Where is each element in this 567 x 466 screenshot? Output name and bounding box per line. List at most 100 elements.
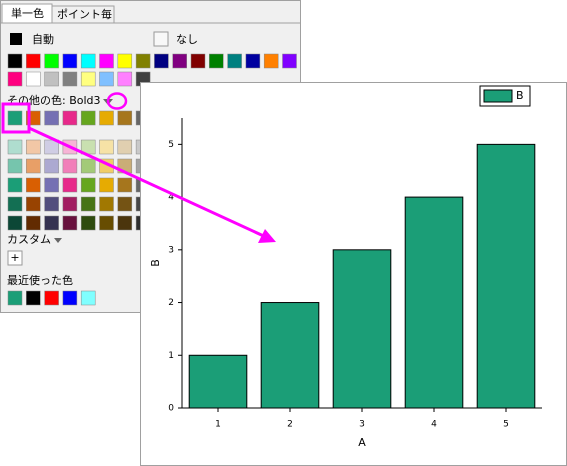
- swatch[interactable]: [44, 196, 59, 212]
- swatch[interactable]: [117, 53, 133, 69]
- y-tick-label: 4: [168, 193, 174, 203]
- swatch[interactable]: [26, 196, 41, 212]
- swatch[interactable]: [7, 53, 23, 69]
- swatch[interactable]: [99, 196, 114, 212]
- swatch[interactable]: [117, 196, 133, 212]
- swatch[interactable]: [154, 53, 169, 69]
- y-axis-title: B: [149, 259, 162, 267]
- swatch[interactable]: [44, 290, 59, 306]
- swatch[interactable]: [26, 177, 41, 193]
- swatch[interactable]: [117, 110, 133, 126]
- y-tick-label: 3: [168, 245, 174, 255]
- bar: [188, 354, 248, 409]
- x-tick-label: 1: [215, 420, 221, 430]
- swatch[interactable]: [7, 177, 23, 193]
- swatch[interactable]: [135, 53, 151, 69]
- arrow-line: [28, 126, 269, 240]
- swatch[interactable]: [117, 71, 133, 87]
- swatch[interactable]: [282, 53, 297, 69]
- none-swatch[interactable]: [153, 31, 169, 47]
- swatch[interactable]: [44, 71, 59, 87]
- swatch[interactable]: [117, 177, 133, 193]
- y-tick-label: 0: [168, 404, 174, 414]
- swatch[interactable]: [62, 196, 78, 212]
- swatch[interactable]: [7, 110, 23, 126]
- x-axis-title: A: [358, 436, 366, 449]
- swatch[interactable]: [26, 53, 41, 69]
- swatch[interactable]: [62, 71, 78, 87]
- swatch[interactable]: [80, 215, 96, 231]
- swatch[interactable]: [62, 53, 78, 69]
- swatch[interactable]: [26, 158, 41, 174]
- swatch[interactable]: [7, 139, 23, 155]
- swatch[interactable]: [99, 53, 114, 69]
- y-tick-label: 5: [168, 140, 174, 150]
- bar: [476, 143, 536, 409]
- swatch[interactable]: [44, 110, 59, 126]
- swatch[interactable]: [7, 290, 23, 306]
- legend-label: B: [516, 89, 524, 102]
- swatch[interactable]: [172, 53, 187, 69]
- swatch[interactable]: [7, 215, 23, 231]
- swatch[interactable]: [62, 158, 78, 174]
- dropdown-arrow[interactable]: [54, 238, 62, 243]
- legend-swatch: [483, 89, 513, 103]
- recent-label: 最近使った色: [7, 273, 73, 287]
- highlight-circle: [106, 92, 128, 110]
- highlight-box: [1, 102, 31, 134]
- callout: [1, 102, 276, 243]
- swatch[interactable]: [62, 110, 78, 126]
- swatch[interactable]: [62, 215, 78, 231]
- arrow-head: [258, 229, 276, 243]
- swatch[interactable]: [80, 53, 96, 69]
- swatch[interactable]: [99, 110, 114, 126]
- x-tick-label: 2: [287, 420, 293, 430]
- auto-label[interactable]: 自動: [32, 32, 54, 46]
- swatch[interactable]: [7, 71, 23, 87]
- swatch[interactable]: [44, 158, 59, 174]
- swatch[interactable]: [99, 177, 114, 193]
- swatch[interactable]: [7, 196, 23, 212]
- y-tick-label: 2: [168, 298, 174, 308]
- tab-label[interactable]: 単一色: [11, 6, 44, 20]
- bar: [260, 302, 320, 409]
- swatch[interactable]: [99, 215, 114, 231]
- swatch[interactable]: [117, 215, 133, 231]
- swatch[interactable]: [80, 290, 96, 306]
- swatch[interactable]: [26, 139, 41, 155]
- swatch[interactable]: [80, 158, 96, 174]
- swatch[interactable]: [80, 71, 96, 87]
- swatch[interactable]: [26, 290, 41, 306]
- chart: 0 1 2 3 4 5 1 2 3 4 5 A B B: [149, 85, 542, 449]
- swatch[interactable]: [99, 71, 114, 87]
- swatch[interactable]: [117, 139, 133, 155]
- swatch[interactable]: [263, 53, 279, 69]
- swatch[interactable]: [209, 53, 224, 69]
- swatch[interactable]: [80, 110, 96, 126]
- swatch[interactable]: [62, 290, 78, 306]
- bar: [404, 196, 464, 409]
- swatch[interactable]: [80, 177, 96, 193]
- auto-swatch[interactable]: [10, 33, 22, 45]
- swatch[interactable]: [7, 158, 23, 174]
- swatch[interactable]: [80, 196, 96, 212]
- add-button[interactable]: [7, 250, 23, 266]
- swatch[interactable]: [245, 53, 261, 69]
- swatch[interactable]: [227, 53, 242, 69]
- bar: [332, 249, 392, 409]
- custom-label: カスタム: [7, 233, 51, 246]
- swatch[interactable]: [26, 71, 41, 87]
- swatch[interactable]: [44, 215, 59, 231]
- tab-label[interactable]: ポイント毎: [57, 8, 112, 21]
- none-label[interactable]: なし: [176, 33, 198, 46]
- swatch[interactable]: [26, 215, 41, 231]
- x-tick-label: 5: [503, 420, 509, 430]
- add-label[interactable]: +: [10, 251, 19, 264]
- swatch[interactable]: [44, 177, 59, 193]
- swatch[interactable]: [44, 53, 59, 69]
- swatch[interactable]: [190, 53, 206, 69]
- swatch[interactable]: [62, 177, 78, 193]
- swatch[interactable]: [99, 139, 114, 155]
- x-tick-label: 4: [431, 420, 437, 430]
